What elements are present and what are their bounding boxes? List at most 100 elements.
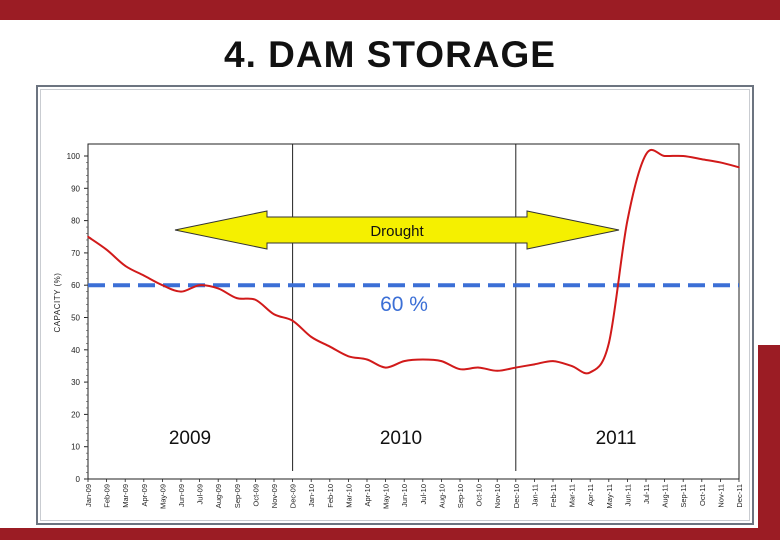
storage-data-point bbox=[626, 219, 629, 222]
y-tick-label: 10 bbox=[71, 443, 80, 452]
chart-window bbox=[36, 85, 754, 525]
storage-data-point bbox=[347, 355, 350, 358]
x-tick-label: Jul-11 bbox=[642, 484, 651, 504]
x-tick-label: Nov-10 bbox=[493, 484, 502, 508]
x-tick-label: Oct-11 bbox=[698, 484, 707, 506]
x-tick-label: Sep-10 bbox=[456, 484, 465, 508]
y-tick-label: 60 bbox=[71, 281, 80, 290]
storage-data-point bbox=[663, 155, 666, 157]
x-tick-label: Aug-10 bbox=[437, 484, 446, 508]
x-tick-label: Nov-09 bbox=[270, 484, 279, 508]
drought-label: Drought bbox=[370, 223, 424, 240]
x-tick-label: Jul-10 bbox=[419, 484, 428, 504]
storage-data-point bbox=[180, 290, 182, 293]
storage-data-point bbox=[366, 358, 368, 361]
x-tick-label: Jun-11 bbox=[623, 484, 632, 506]
x-tick-label: Apr-11 bbox=[586, 484, 595, 506]
storage-data-point bbox=[105, 248, 108, 251]
storage-data-point bbox=[217, 287, 219, 290]
storage-data-point bbox=[533, 363, 536, 366]
y-tick-label: 20 bbox=[71, 410, 80, 419]
y-tick-label: 80 bbox=[71, 217, 80, 226]
x-tick-label: Aug-09 bbox=[214, 484, 223, 508]
storage-data-point bbox=[310, 336, 313, 338]
x-tick-label: May-11 bbox=[605, 484, 614, 508]
year-label: 2010 bbox=[380, 428, 422, 449]
x-tick-label: Feb-10 bbox=[326, 484, 335, 508]
x-tick-label: Feb-09 bbox=[103, 484, 112, 508]
storage-data-point bbox=[124, 265, 126, 267]
storage-data-point bbox=[161, 284, 164, 287]
storage-data-point bbox=[254, 298, 257, 301]
plot-frame bbox=[87, 143, 740, 480]
storage-data-point bbox=[515, 366, 517, 369]
storage-data-point bbox=[496, 369, 499, 372]
storage-data-point bbox=[701, 158, 703, 161]
storage-data-point bbox=[422, 358, 424, 361]
reference-line-label: 60 % bbox=[380, 293, 428, 316]
storage-data-point bbox=[589, 371, 591, 374]
x-tick-label: Aug-11 bbox=[661, 484, 670, 508]
y-tick-label: 40 bbox=[71, 346, 80, 355]
storage-data-point bbox=[273, 313, 275, 316]
storage-data-point bbox=[384, 366, 387, 369]
x-tick-label: Feb-11 bbox=[549, 484, 558, 507]
storage-data-point bbox=[477, 366, 480, 369]
x-tick-label: Nov-11 bbox=[716, 484, 725, 508]
year-label: 2011 bbox=[596, 428, 637, 449]
storage-data-point bbox=[570, 365, 573, 367]
y-tick-label: 50 bbox=[71, 314, 80, 323]
drought-double-arrow bbox=[174, 210, 620, 250]
x-tick-label: Mar-09 bbox=[121, 484, 130, 508]
y-axis-label: CAPACITY (%) bbox=[53, 273, 62, 333]
storage-data-point bbox=[143, 274, 145, 277]
storage-series-line bbox=[87, 149, 740, 375]
storage-data-point bbox=[738, 166, 740, 169]
x-tick-label: May-10 bbox=[382, 484, 391, 509]
y-tick-label: 0 bbox=[76, 475, 81, 484]
storage-data-point bbox=[440, 360, 443, 362]
storage-data-point bbox=[329, 345, 331, 348]
storage-data-point bbox=[236, 297, 238, 299]
storage-data-point bbox=[719, 161, 722, 164]
storage-data-point bbox=[645, 153, 647, 156]
y-tick-label: 100 bbox=[67, 152, 81, 161]
x-tick-label: Jul-09 bbox=[196, 484, 205, 504]
x-tick-label: Jan-09 bbox=[84, 484, 93, 507]
x-tick-label: Mar-10 bbox=[344, 484, 353, 508]
x-tick-label: Oct-09 bbox=[251, 484, 260, 507]
storage-data-point bbox=[403, 360, 406, 362]
x-tick-label: Sep-11 bbox=[679, 484, 688, 508]
x-tick-label: Apr-09 bbox=[140, 484, 149, 507]
x-tick-label: Sep-09 bbox=[233, 484, 242, 508]
y-tick-label: 70 bbox=[71, 249, 80, 258]
storage-data-point bbox=[608, 342, 610, 345]
top-accent-bar bbox=[0, 0, 780, 20]
x-tick-label: Apr-10 bbox=[363, 484, 372, 507]
x-tick-label: Jan-11 bbox=[530, 484, 539, 506]
year-label: 2009 bbox=[169, 428, 211, 449]
x-tick-label: Oct-10 bbox=[475, 484, 484, 507]
side-accent-block bbox=[758, 345, 780, 528]
y-tick-label: 90 bbox=[71, 184, 80, 193]
storage-data-point bbox=[552, 360, 554, 362]
x-tick-label: Jan-10 bbox=[307, 484, 316, 507]
slide-title: 4. DAM STORAGE bbox=[224, 34, 556, 75]
y-tick-label: 30 bbox=[71, 378, 80, 387]
annotation-layer bbox=[174, 210, 620, 250]
storage-data-point bbox=[87, 235, 89, 238]
x-tick-label: May-09 bbox=[158, 484, 167, 509]
label-layer: 0 10 20 30 40 50 60 70 80 90 100 CAPACITY (%) Jan-09… bbox=[53, 152, 744, 509]
storage-data-point bbox=[682, 155, 684, 157]
x-tick-label: Jun-10 bbox=[400, 484, 409, 507]
x-tick-label: Dec-11 bbox=[735, 484, 744, 508]
storage-data-point bbox=[291, 319, 294, 322]
chart-window-inner-border bbox=[40, 89, 750, 521]
axes-layer bbox=[84, 143, 740, 482]
bottom-accent-bar bbox=[0, 528, 780, 540]
storage-data-point bbox=[459, 368, 461, 370]
x-tick-label: Dec-09 bbox=[289, 484, 298, 508]
x-tick-label: Dec-10 bbox=[512, 484, 521, 508]
storage-data-point bbox=[198, 284, 201, 287]
